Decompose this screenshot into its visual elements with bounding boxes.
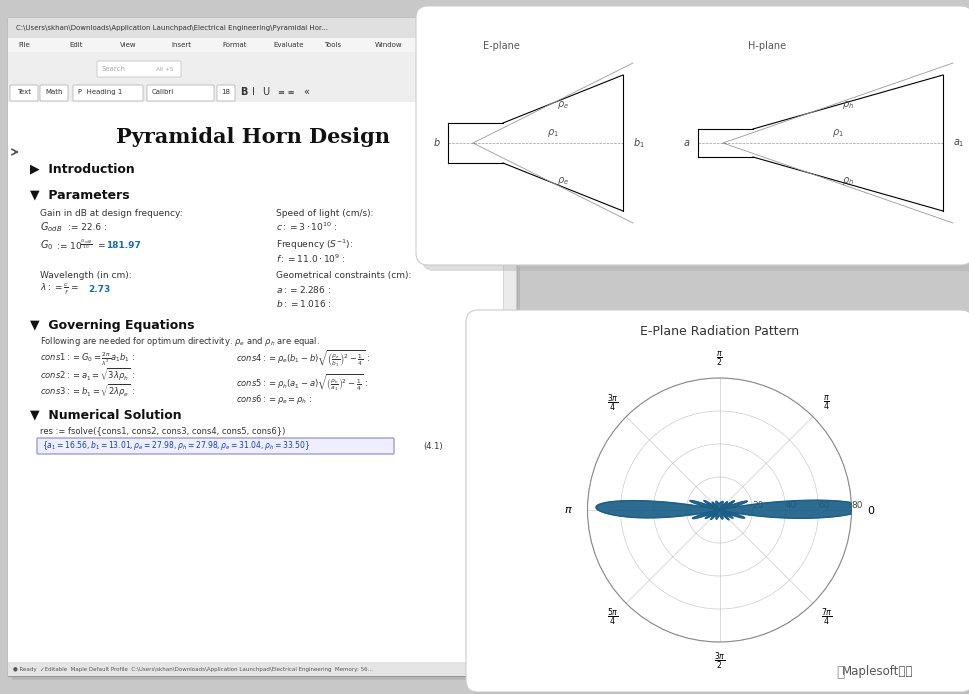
Text: 18: 18 <box>222 89 231 95</box>
Text: $cons5 := \rho_h (a_1 - a) \sqrt{\left(\frac{\rho_h}{a_1}\right)^2 - \frac{1}{4}: $cons5 := \rho_h (a_1 - a) \sqrt{\left(\… <box>236 372 368 393</box>
Bar <box>504 122 515 162</box>
Text: Following are needed for optimum directivity. $\rho_e$ and $\rho_h$ are equal.: Following are needed for optimum directi… <box>40 335 320 348</box>
Text: E-plane: E-plane <box>483 41 520 51</box>
Text: $cons2 := a_1 = \sqrt{3 \lambda \rho_h}$ :: $cons2 := a_1 = \sqrt{3 \lambda \rho_h}$… <box>40 366 135 383</box>
Text: Help: Help <box>426 42 442 48</box>
FancyBboxPatch shape <box>10 85 38 101</box>
FancyBboxPatch shape <box>40 85 68 101</box>
Text: $b_1$: $b_1$ <box>633 136 644 150</box>
Bar <box>479 23 493 35</box>
Text: 2.73: 2.73 <box>88 285 110 294</box>
Text: $\rho_e$: $\rho_e$ <box>557 175 569 187</box>
Text: P  Heading 1: P Heading 1 <box>78 89 122 95</box>
Text: =: = <box>98 241 109 250</box>
Text: Calibri: Calibri <box>152 89 174 95</box>
Text: Pyramidal Horn Design: Pyramidal Horn Design <box>116 127 390 147</box>
Bar <box>8 84 516 102</box>
Text: a: a <box>684 138 690 148</box>
Text: $\lambda := \frac{c}{f}$ =: $\lambda := \frac{c}{f}$ = <box>40 281 80 296</box>
Text: ▼  Parameters: ▼ Parameters <box>30 189 130 201</box>
Text: Text: Text <box>17 89 31 95</box>
Text: Frequency ($S^{-1}$):: Frequency ($S^{-1}$): <box>276 238 353 252</box>
Text: Edit: Edit <box>69 42 82 48</box>
Text: ▼  Numerical Solution: ▼ Numerical Solution <box>30 409 181 421</box>
Text: $G_{odB}$: $G_{odB}$ <box>40 220 62 234</box>
Text: := $10^{\frac{G_{odB}}{10}}$: := $10^{\frac{G_{odB}}{10}}$ <box>56 238 92 252</box>
FancyBboxPatch shape <box>217 85 235 101</box>
Text: $c := 3 \cdot 10^{10}$ :: $c := 3 \cdot 10^{10}$ : <box>276 221 337 233</box>
Text: File: File <box>18 42 30 48</box>
Text: Alt +S: Alt +S <box>156 67 173 71</box>
Bar <box>8 662 516 676</box>
Text: $G_0$: $G_0$ <box>40 238 53 252</box>
FancyBboxPatch shape <box>73 85 143 101</box>
FancyBboxPatch shape <box>37 438 394 454</box>
Text: H-plane: H-plane <box>748 41 786 51</box>
FancyBboxPatch shape <box>416 6 969 265</box>
Bar <box>497 23 511 35</box>
Bar <box>461 23 475 35</box>
Bar <box>503 102 516 676</box>
Text: ▼  Governing Equations: ▼ Governing Equations <box>30 319 195 332</box>
Bar <box>8 38 516 52</box>
Text: 🌼: 🌼 <box>836 665 844 679</box>
Text: C:\Users\skhan\Downloads\Application Launchpad\Electrical Engineering\Pyramidal : C:\Users\skhan\Downloads\Application Lau… <box>16 25 328 31</box>
Text: Geometrical constraints (cm):: Geometrical constraints (cm): <box>276 271 412 280</box>
Text: Search: Search <box>102 66 126 72</box>
Text: $\{a_1 = 16.56, b_1 = 13.01, \rho_e = 27.98, \rho_h = 27.98, \rho_e = 31.04, \rh: $\{a_1 = 16.56, b_1 = 13.01, \rho_e = 27… <box>42 439 310 452</box>
FancyBboxPatch shape <box>97 61 181 77</box>
Text: «: « <box>303 87 309 97</box>
FancyBboxPatch shape <box>147 85 214 101</box>
FancyBboxPatch shape <box>472 316 969 694</box>
Text: Maplesoft公司: Maplesoft公司 <box>842 666 914 679</box>
Text: ≡ ≡: ≡ ≡ <box>278 87 295 96</box>
Text: Speed of light (cm/s):: Speed of light (cm/s): <box>276 208 373 217</box>
FancyBboxPatch shape <box>12 22 520 680</box>
FancyBboxPatch shape <box>466 310 969 692</box>
Text: Math: Math <box>46 89 63 95</box>
Text: $\rho_h$: $\rho_h$ <box>842 175 854 187</box>
Text: Gain in dB at design frequency:: Gain in dB at design frequency: <box>40 208 182 217</box>
Text: View: View <box>120 42 137 48</box>
Text: Format: Format <box>222 42 246 48</box>
FancyBboxPatch shape <box>422 12 969 271</box>
Text: Tools: Tools <box>324 42 341 48</box>
Bar <box>8 52 516 84</box>
Bar <box>8 18 516 38</box>
Text: U: U <box>262 87 269 97</box>
Text: $f := 11.0 \cdot 10^{9}$ :: $f := 11.0 \cdot 10^{9}$ : <box>276 253 346 265</box>
Text: $\rho_1$: $\rho_1$ <box>832 127 844 139</box>
Text: $b := 1.016$ :: $b := 1.016$ : <box>276 298 331 309</box>
Text: 181.97: 181.97 <box>106 241 141 250</box>
Text: $cons1 := G_0 = \frac{2\pi}{\lambda^2} a_1 b_1$ :: $cons1 := G_0 = \frac{2\pi}{\lambda^2} a… <box>40 350 135 368</box>
Text: B: B <box>240 87 247 97</box>
Text: Insert: Insert <box>171 42 191 48</box>
Text: ● Ready  ✓Editable  Maple Default Profile  C:\Users\skhan\Downloads\Application : ● Ready ✓Editable Maple Default Profile … <box>13 666 373 672</box>
Text: Evaluate: Evaluate <box>273 42 303 48</box>
Text: ▶  Introduction: ▶ Introduction <box>30 162 135 176</box>
Text: b: b <box>434 138 440 148</box>
Text: res := fsolve({cons1, cons2, cons3, cons4, cons5, cons6}): res := fsolve({cons1, cons2, cons3, cons… <box>40 427 286 436</box>
Bar <box>8 102 516 676</box>
Text: $a := 2.286$ :: $a := 2.286$ : <box>276 284 331 294</box>
Text: Window: Window <box>375 42 403 48</box>
Text: := 22.6 :: := 22.6 : <box>68 223 107 232</box>
Bar <box>8 18 516 676</box>
Text: $a_1$: $a_1$ <box>953 137 964 149</box>
Text: $\rho_1$: $\rho_1$ <box>547 127 559 139</box>
Text: $cons6 := \rho_e = \rho_h$ :: $cons6 := \rho_e = \rho_h$ : <box>236 393 312 405</box>
Text: $\rho_e$: $\rho_e$ <box>557 99 569 111</box>
Text: $cons3 := b_1 = \sqrt{2 \lambda \rho_e}$ :: $cons3 := b_1 = \sqrt{2 \lambda \rho_e}$… <box>40 382 135 399</box>
Text: Wavelength (in cm):: Wavelength (in cm): <box>40 271 132 280</box>
Text: $\rho_h$: $\rho_h$ <box>842 99 854 111</box>
Text: $cons4 := \rho_e (b_1 - b) \sqrt{\left(\frac{\rho_e}{b_1}\right)^2 - \frac{1}{4}: $cons4 := \rho_e (b_1 - b) \sqrt{\left(\… <box>236 348 370 370</box>
Text: (4.1): (4.1) <box>423 441 443 450</box>
Polygon shape <box>596 500 852 520</box>
Title: E-Plane Radiation Pattern: E-Plane Radiation Pattern <box>640 325 799 338</box>
Text: I: I <box>252 87 255 97</box>
